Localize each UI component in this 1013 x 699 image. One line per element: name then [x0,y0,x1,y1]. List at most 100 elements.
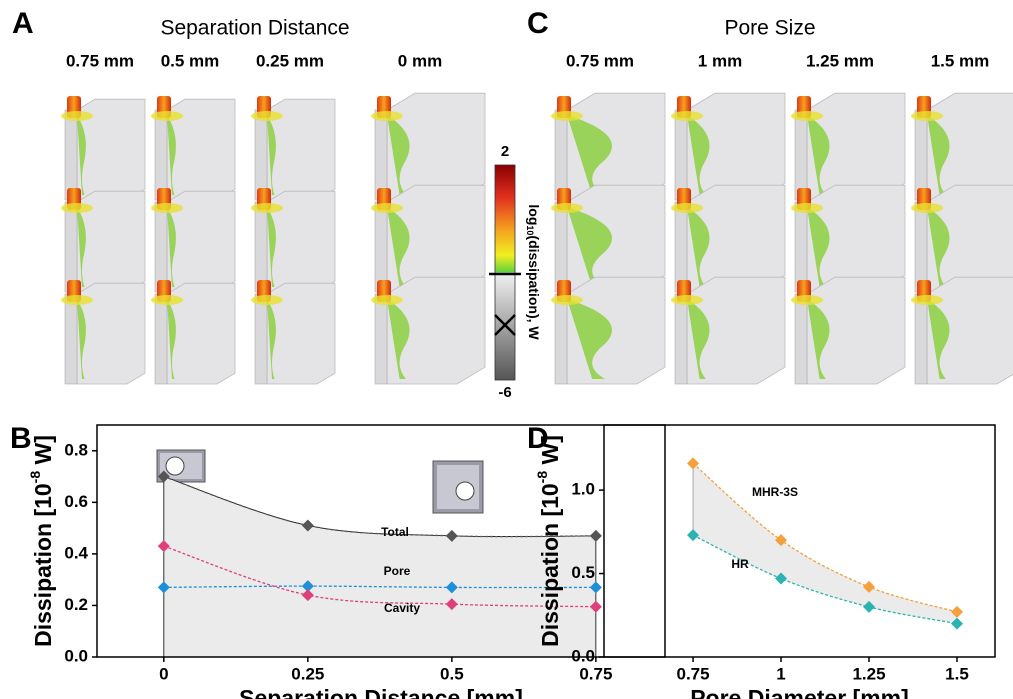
field [167,115,176,195]
ring [551,295,583,305]
block [151,280,236,385]
column-label: 0.75 mm [566,51,634,70]
marker [301,589,314,602]
ring [251,111,283,121]
x-tick-label: 1.5 [945,664,969,683]
x-axis-label: Pore Diameter [mm] [690,685,909,699]
block [911,184,1013,293]
block-front [674,201,688,293]
ring [371,203,403,213]
column-label: 0.5 mm [161,51,220,70]
y-tick-label: 0.4 [64,543,88,562]
field [807,207,830,287]
x-tick-label: 0.25 [291,664,324,683]
x-tick-label: 1 [776,664,785,683]
block-front [374,201,388,293]
series-line [163,475,596,538]
colorbar [494,164,516,381]
field [567,207,612,287]
panel-letter: C [527,7,549,40]
block-front [64,293,78,385]
field [687,207,710,287]
y-tick-label: 0.5 [571,563,595,582]
y-label-main: Dissipation [10 [30,483,56,647]
column-label: 0 mm [398,51,442,70]
marker [775,572,788,585]
ring [911,295,943,305]
block-front [254,201,268,293]
y-label-sup: -8 [534,471,550,484]
panel-letter: A [12,7,34,40]
series-line [692,462,958,613]
series-label: Total [381,525,409,539]
column-label: 1 mm [698,51,742,70]
ring [791,111,823,121]
y-label-main: Dissipation [10 [537,483,563,647]
y-tick-label: 0.2 [64,595,88,614]
ring [251,295,283,305]
marker [950,605,963,618]
block-front [674,293,688,385]
shaded-area [693,463,957,624]
ring [151,111,183,121]
renderings [61,92,1013,385]
field [167,207,176,287]
y-tick-label: 1.0 [571,480,595,499]
x-tick-label: 1.25 [852,664,885,683]
marker [445,598,458,611]
panel-title: Pore Size [724,17,815,40]
block-front [554,201,568,293]
ring [151,295,183,305]
y-tick-label: 0.8 [64,440,88,459]
label-sub: 10 [525,225,535,235]
x-tick-label: 0.75 [676,664,709,683]
block-front [154,109,168,201]
cross [494,314,516,336]
y-label-sup: -8 [27,471,43,484]
field [687,115,710,195]
block [251,280,336,385]
block-front [794,109,808,201]
field [927,207,950,287]
field [387,207,410,287]
marker [589,581,602,594]
ring [151,203,183,213]
marker [687,529,700,542]
marker [775,534,788,547]
block-front [674,109,688,201]
block [551,184,666,293]
label-part: log [526,204,542,225]
block [551,276,666,385]
panel-title: Separation Distance [160,17,349,40]
field [77,115,86,195]
block [671,184,786,293]
field [807,299,830,379]
marker [301,580,314,593]
field [387,115,410,195]
y-label-end: W] [30,435,56,471]
block-front [154,201,168,293]
field [267,207,276,287]
y-tick-label: 0.0 [571,646,595,665]
ring [61,111,93,121]
block-front [794,293,808,385]
block [671,92,786,201]
marker [863,580,876,593]
field [567,299,612,379]
series-line [692,534,958,625]
ring [911,203,943,213]
field [807,115,830,195]
field [267,299,276,379]
block-front [374,109,388,201]
marker [445,581,458,594]
ring [551,203,583,213]
marker [950,617,963,630]
marker [863,600,876,613]
ring [791,295,823,305]
plot-frame [603,424,996,658]
shaded-area [163,475,597,658]
field [687,299,710,379]
x-axis-label: Separation Distance [mm] [239,685,523,699]
block-front [254,109,268,201]
block-front [154,293,168,385]
